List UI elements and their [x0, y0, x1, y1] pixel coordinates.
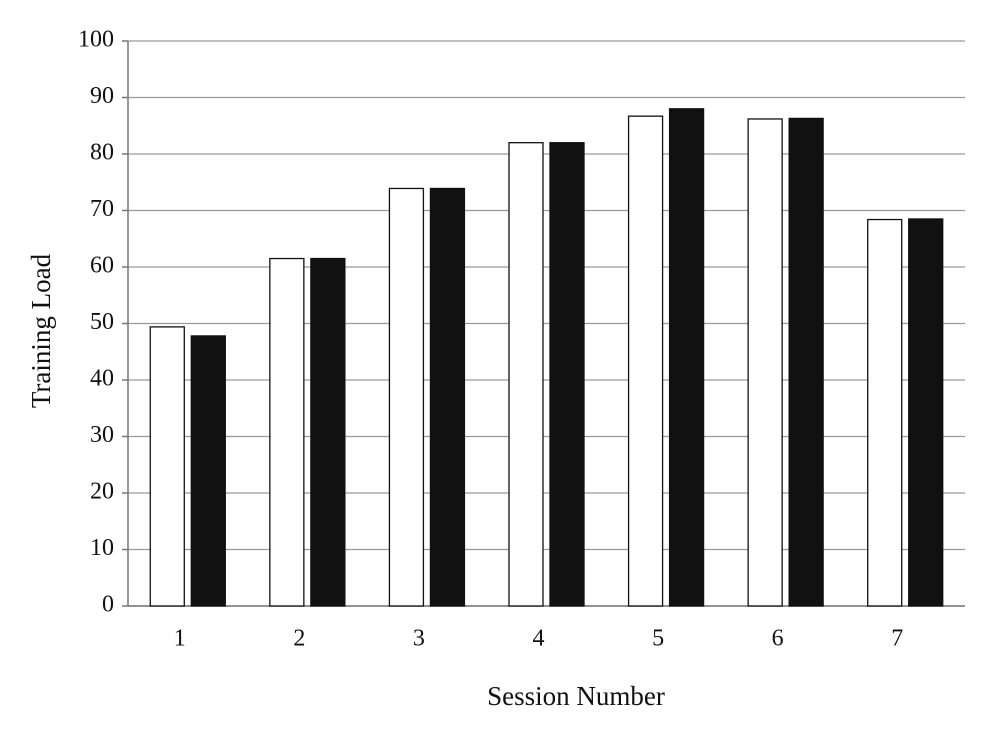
- x-tick-label: 7: [891, 626, 903, 652]
- bar: [867, 218, 903, 607]
- x-tick-label: 6: [772, 626, 784, 652]
- y-tick-label: 50: [90, 309, 114, 335]
- y-tick-label: 30: [90, 422, 114, 448]
- bar: [269, 257, 305, 607]
- y-tick-label: 20: [90, 479, 114, 505]
- x-tick-label: 3: [413, 626, 425, 652]
- y-tick-label: 100: [78, 27, 114, 53]
- bar: [627, 115, 664, 607]
- x-tick-label: 5: [652, 626, 664, 652]
- bar: [549, 142, 585, 607]
- y-axis-title: Training Load: [26, 253, 56, 408]
- y-tick-label: 10: [90, 535, 114, 561]
- bar: [310, 257, 346, 607]
- bar: [747, 118, 783, 607]
- y-tick-label: 90: [90, 83, 114, 109]
- x-axis-title: Session Number: [487, 681, 665, 711]
- x-tick-label: 1: [174, 626, 186, 652]
- bar: [788, 117, 824, 607]
- bar: [190, 335, 226, 607]
- bar: [149, 326, 185, 607]
- bar: [668, 108, 705, 607]
- y-tick-label: 80: [90, 140, 114, 166]
- y-tick-label: 40: [90, 366, 114, 392]
- x-tick-label: 4: [533, 626, 545, 652]
- y-tick-label: 60: [90, 253, 114, 279]
- bar: [508, 142, 544, 607]
- bar: [429, 187, 466, 607]
- bar: [388, 187, 425, 607]
- y-tick-label: 0: [102, 592, 114, 618]
- x-tick-label: 2: [293, 626, 305, 652]
- bar: [908, 218, 944, 607]
- y-tick-label: 70: [90, 196, 114, 222]
